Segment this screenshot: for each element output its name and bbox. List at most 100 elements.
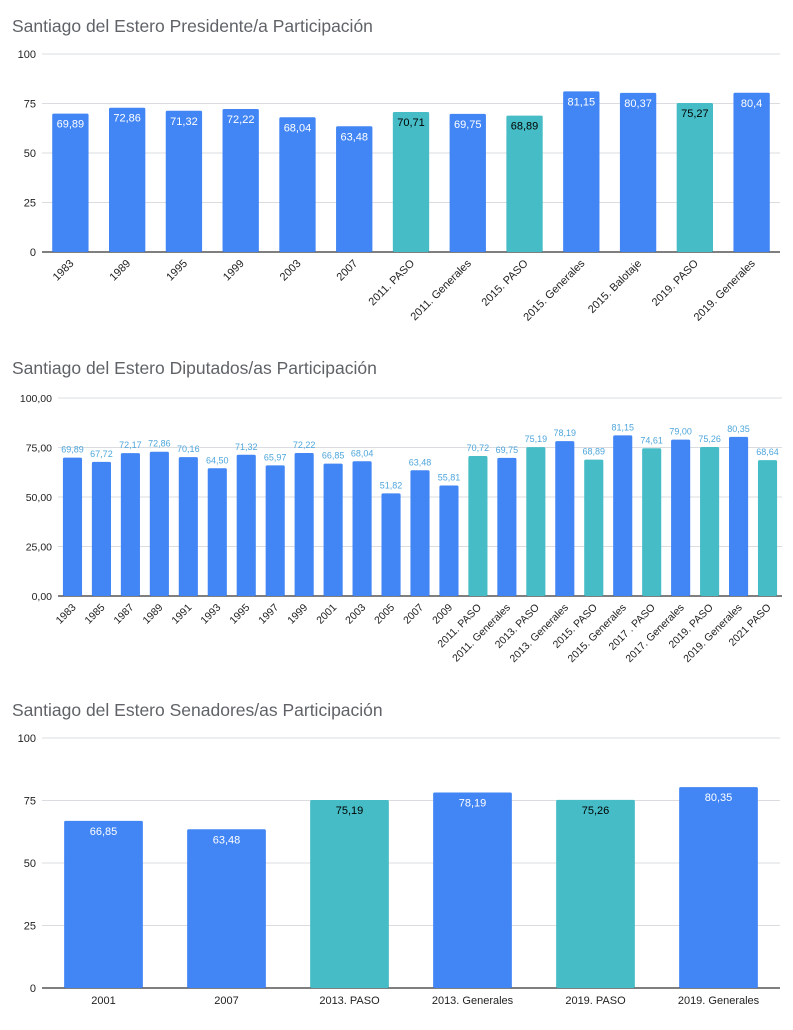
bar — [178, 457, 198, 596]
x-tick-label: 2007 — [401, 602, 426, 627]
data-label: 75,27 — [681, 108, 709, 120]
x-tick-label: 2015. PASO — [480, 257, 531, 308]
bar — [733, 92, 770, 252]
x-tick-label: 1999 — [221, 258, 247, 284]
data-label: 75,26 — [698, 434, 721, 444]
data-label: 69,89 — [57, 119, 85, 131]
bar — [392, 111, 430, 252]
x-tick-label: 1985 — [83, 602, 108, 627]
bar — [679, 787, 758, 988]
data-label: 81,15 — [611, 422, 634, 432]
bar — [449, 113, 486, 253]
bar — [62, 457, 83, 596]
x-tick-label: 2013. PASO — [319, 995, 380, 1007]
data-label: 51,82 — [380, 480, 403, 490]
bar — [563, 91, 600, 252]
x-tick-label: 2003 — [278, 258, 304, 284]
data-label: 68,04 — [284, 122, 312, 134]
x-tick-label: 1995 — [164, 258, 190, 284]
bar — [468, 455, 488, 596]
x-tick-label: 2019. PASO — [650, 257, 701, 308]
data-label: 68,89 — [511, 121, 539, 133]
x-tick-label: 1983 — [51, 258, 77, 284]
x-tick-label: 2007 — [214, 995, 238, 1007]
bar — [279, 117, 316, 253]
bar — [757, 460, 778, 596]
y-tick-label: 75,00 — [26, 443, 52, 455]
x-tick-label: 2001 — [91, 995, 115, 1007]
bar — [323, 463, 343, 596]
senadores-chart-panel: Santiago del Estero Senadores/as Partici… — [0, 700, 793, 1020]
bar — [149, 451, 169, 596]
bar — [555, 441, 575, 596]
x-tick-label: 2013. Generales — [432, 995, 514, 1007]
data-label: 75,19 — [336, 805, 364, 817]
data-label: 72,17 — [119, 440, 142, 450]
data-label: 72,22 — [293, 440, 316, 450]
x-tick-label: 2015. Balotaje — [586, 258, 644, 316]
x-tick-label: 1983 — [54, 602, 79, 627]
data-label: 80,35 — [705, 792, 733, 804]
bar — [676, 102, 714, 253]
bar — [91, 461, 111, 596]
y-tick-label: 25 — [24, 198, 36, 210]
x-tick-label: 2015. Generales — [521, 257, 587, 323]
bar — [642, 448, 662, 596]
bar — [187, 829, 266, 988]
y-tick-label: 50 — [24, 148, 36, 160]
bar — [52, 113, 89, 252]
bar — [506, 115, 543, 252]
data-label: 70,16 — [177, 444, 200, 454]
bar — [619, 92, 657, 252]
y-tick-label: 50 — [24, 858, 36, 870]
data-label: 63,48 — [340, 131, 368, 143]
y-tick-label: 100 — [18, 49, 36, 61]
bar — [729, 436, 749, 596]
x-tick-label: 1997 — [256, 602, 281, 627]
bar — [526, 447, 546, 596]
y-tick-label: 0 — [30, 247, 36, 259]
data-label: 65,97 — [264, 452, 287, 462]
x-tick-label: 2011. PASO — [367, 257, 418, 308]
data-label: 79,00 — [669, 427, 692, 437]
senadores-bar-chart: 0 25 50 75 100 66,85 2001 63,48 2007 75,19 2013. P… — [18, 733, 780, 1007]
x-tick-label: 2019. Generales — [692, 257, 758, 323]
data-label: 80,37 — [624, 98, 652, 110]
data-label: 72,22 — [227, 114, 255, 126]
bar — [120, 453, 140, 596]
data-label: 80,4 — [741, 98, 762, 110]
data-label: 78,19 — [554, 428, 577, 438]
x-tick-label: 1991 — [169, 602, 194, 627]
bar — [410, 470, 430, 596]
data-label: 78,19 — [459, 798, 487, 810]
bar — [64, 820, 143, 988]
y-tick-label: 50,00 — [26, 492, 52, 504]
data-label: 74,61 — [640, 435, 663, 445]
data-label: 69,89 — [61, 445, 84, 455]
data-label: 72,86 — [113, 113, 141, 125]
bar — [381, 493, 401, 596]
data-label: 63,48 — [409, 457, 432, 467]
bar — [439, 485, 459, 596]
x-tick-label: 1993 — [198, 602, 223, 627]
x-tick-label: 1999 — [285, 602, 310, 627]
y-tick-label: 75 — [24, 99, 36, 111]
y-tick-label: 25 — [24, 921, 36, 933]
presidente-chart-title: Santiago del Estero Presidente/a Partici… — [12, 16, 373, 36]
y-tick-label: 0,00 — [32, 591, 53, 603]
bar — [497, 457, 517, 596]
x-tick-label: 2001 — [314, 602, 339, 627]
bar — [584, 459, 604, 596]
bar — [310, 800, 389, 988]
x-tick-label: 1989 — [140, 602, 165, 627]
data-label: 55,81 — [438, 472, 461, 482]
y-tick-label: 75 — [24, 796, 36, 808]
bar — [352, 461, 372, 596]
x-tick-label: 2005 — [372, 602, 397, 627]
data-label: 68,04 — [351, 448, 374, 458]
bar — [700, 446, 720, 596]
y-tick-label: 0 — [30, 983, 36, 995]
presidente-chart-panel: Santiago del Estero Presidente/a Partici… — [0, 16, 793, 336]
bar — [613, 435, 633, 596]
bar — [165, 110, 203, 252]
